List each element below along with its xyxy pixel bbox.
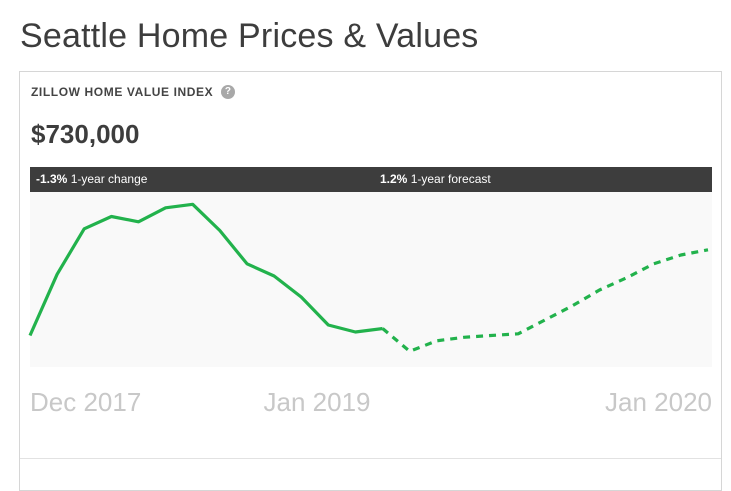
x-tick-label: Dec 2017 — [30, 387, 141, 417]
change-bar: -1.3% 1-year change 1.2% 1-year forecast — [30, 167, 712, 192]
one-year-forecast-label: 1-year forecast — [410, 172, 491, 186]
one-year-change: -1.3% 1-year change — [36, 167, 147, 192]
one-year-forecast: 1.2% 1-year forecast — [380, 167, 491, 192]
home-value: $730,000 — [31, 119, 140, 149]
one-year-change-value: -1.3% — [36, 172, 68, 186]
zhvi-label: ZILLOW HOME VALUE INDEX ? — [31, 85, 236, 99]
x-tick-label: Jan 2020 — [605, 387, 712, 417]
history-line — [28, 202, 383, 337]
question-mark-icon[interactable]: ? — [221, 85, 236, 99]
one-year-change-label: 1-year change — [70, 172, 148, 186]
one-year-forecast-value: 1.2% — [380, 172, 408, 186]
page-title: Seattle Home Prices & Values — [20, 17, 479, 55]
home-value-card: ZILLOW HOME VALUE INDEX ? $730,000 -1.3%… — [19, 71, 722, 491]
zhvi-label-text: ZILLOW HOME VALUE INDEX — [31, 85, 214, 99]
price-chart[interactable]: Dec 2017 Jan 2019 Jan 2020 — [20, 72, 721, 457]
divider — [20, 458, 721, 459]
x-tick-label: Jan 2019 — [264, 387, 371, 417]
plot-area — [30, 192, 712, 367]
